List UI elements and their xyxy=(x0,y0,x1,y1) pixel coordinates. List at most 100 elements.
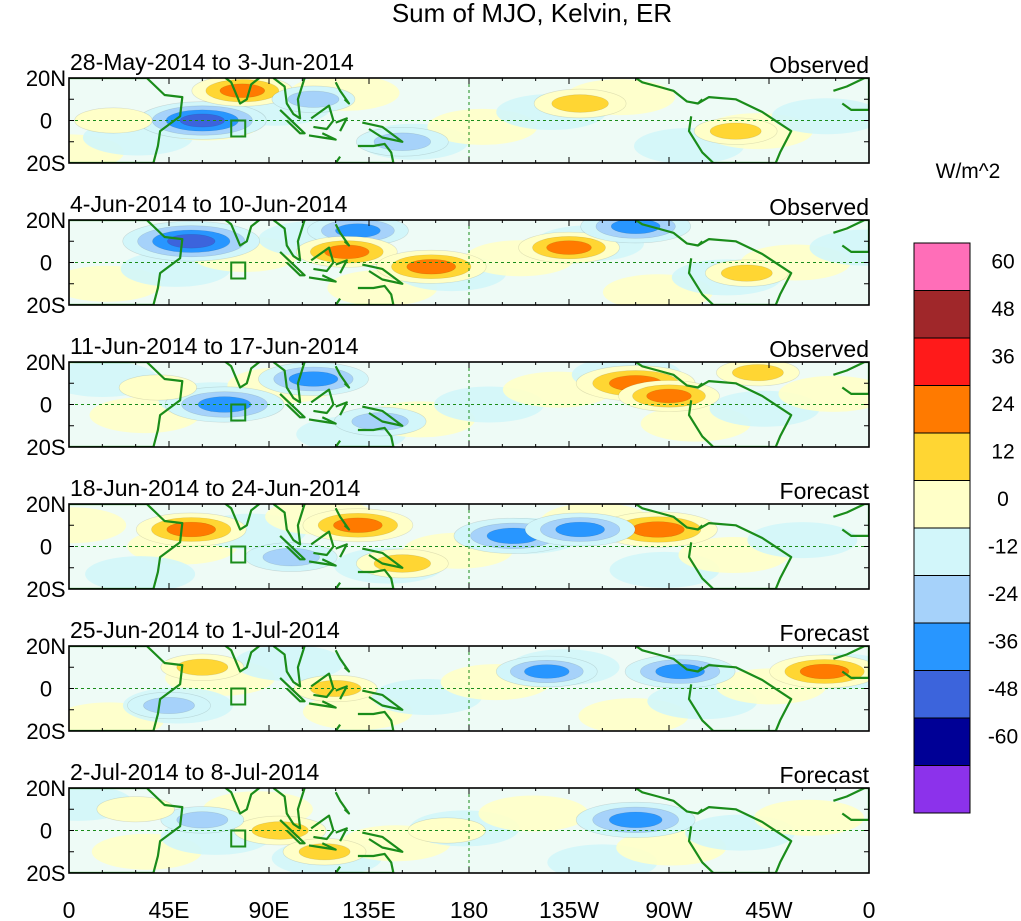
anomaly-feature xyxy=(258,362,369,396)
map-panels: 20N 0 20S 28-May-2014 to 3-Jun-2014 Observed… xyxy=(26,49,870,886)
anomaly-feature xyxy=(118,374,197,401)
anomaly-feature xyxy=(271,85,356,113)
colorbar-label: -12 xyxy=(988,536,1018,559)
y-tick-label: 20N xyxy=(26,66,66,91)
panel-4: 20N 0 20S 18-Jun-2014 to 24-Jun-2014 Forecas… xyxy=(26,475,870,602)
colorbar-swatch xyxy=(913,432,971,481)
colorbar-label: 60 xyxy=(991,251,1014,274)
anomaly-feature xyxy=(624,654,736,689)
y-tick-label: 20S xyxy=(26,577,65,602)
panel-2: 20N 0 20S 4-Jun-2014 to 10-Jun-2014 Observed xyxy=(26,191,870,318)
x-tick-label: 135E xyxy=(342,897,396,921)
colorbar-swatch xyxy=(913,717,971,766)
anomaly-feature xyxy=(96,796,175,823)
x-tick-label: 45W xyxy=(745,897,793,921)
x-tick-label: 135W xyxy=(539,897,599,921)
coastlines xyxy=(69,788,869,873)
panel-date-range: 18-Jun-2014 to 24-Jun-2014 xyxy=(70,475,360,501)
anomaly-feature xyxy=(244,542,338,572)
coastlines xyxy=(69,78,869,163)
anomaly-feature xyxy=(575,801,696,838)
panel-status: Observed xyxy=(769,52,869,78)
colorbar-label: 48 xyxy=(991,298,1014,321)
colorbar-label: -60 xyxy=(988,726,1018,749)
anomaly-feature xyxy=(580,220,691,244)
chart-title: Sum of MJO, Kelvin, ER xyxy=(392,0,672,28)
anomaly-feature xyxy=(160,653,245,681)
x-axis: 0 45E 90E 135E 180 135W 90W 45W 0 xyxy=(63,897,876,921)
y-tick-label: 20S xyxy=(26,151,65,176)
colorbar-swatch xyxy=(913,575,971,624)
anomaly-feature xyxy=(135,512,247,547)
panel-status: Observed xyxy=(769,336,869,362)
colorbar: W/m^2 60 48 36 24 12 0 -12 -24 -36 -48 -60 xyxy=(913,160,1019,814)
y-tick-label: 0 xyxy=(40,677,52,702)
anomaly-feature xyxy=(716,362,800,387)
panel-status: Forecast xyxy=(780,620,870,646)
anomaly-feature xyxy=(295,236,398,268)
y-tick-label: 20N xyxy=(26,492,66,517)
y-tick-label: 0 xyxy=(40,819,52,844)
colorbar-swatch xyxy=(913,242,971,291)
panel-3: 20N 0 20S 11-Jun-2014 to 17-Jun-2014 Observe… xyxy=(26,333,870,460)
coastlines xyxy=(69,362,869,447)
anomaly-feature xyxy=(333,406,427,437)
colorbar-label: 36 xyxy=(991,346,1014,369)
panel-5: 20N 0 20S 25-Jun-2014 to 1-Jul-2014 Forecast xyxy=(26,617,870,744)
colorbar-swatch xyxy=(913,527,971,576)
x-tick-label: 180 xyxy=(450,897,488,921)
coastlines xyxy=(69,220,869,305)
colorbar-label: -24 xyxy=(988,583,1019,606)
x-tick-label: 0 xyxy=(63,897,76,921)
colorbar-swatch xyxy=(913,622,971,671)
y-tick-label: 0 xyxy=(40,393,52,418)
y-tick-label: 20S xyxy=(26,435,65,460)
colorbar-label: 0 xyxy=(997,488,1009,511)
panel-date-range: 2-Jul-2014 to 8-Jul-2014 xyxy=(70,759,320,785)
colorbar-label: 24 xyxy=(991,393,1015,416)
anomaly-feature xyxy=(518,231,620,264)
anomaly-feature xyxy=(769,654,869,689)
anomaly-feature xyxy=(127,691,211,720)
anomaly-feature xyxy=(704,259,789,287)
colorbar-swatch xyxy=(913,765,971,814)
panel-6: 20N 0 20S 2-Jul-2014 to 8-Jul-2014 Forecast xyxy=(26,759,870,886)
coastlines xyxy=(69,646,869,731)
colorbar-label: 12 xyxy=(991,441,1014,464)
panel-status: Forecast xyxy=(780,478,870,504)
anomaly-feature xyxy=(122,221,261,262)
anomaly-feature xyxy=(495,655,598,688)
panel-date-range: 4-Jun-2014 to 10-Jun-2014 xyxy=(70,191,348,217)
units-label: W/m^2 xyxy=(936,160,1001,183)
y-tick-label: 0 xyxy=(40,251,52,276)
panel-1: 20N 0 20S 28-May-2014 to 3-Jun-2014 Observed xyxy=(26,49,870,176)
x-tick-label: 90E xyxy=(249,897,290,921)
anomaly-feature xyxy=(356,548,449,579)
coastlines xyxy=(69,504,869,589)
anomaly-feature xyxy=(302,508,414,543)
panel-date-range: 25-Jun-2014 to 1-Jul-2014 xyxy=(70,617,340,643)
anomaly-feature xyxy=(598,511,718,548)
y-tick-label: 20S xyxy=(26,719,65,744)
anomaly-feature xyxy=(282,838,367,866)
colorbar-swatch xyxy=(913,670,971,719)
x-tick-label: 90W xyxy=(645,897,693,921)
panel-date-range: 11-Jun-2014 to 17-Jun-2014 xyxy=(70,333,359,359)
x-tick-label: 0 xyxy=(863,897,876,921)
panel-status: Observed xyxy=(769,194,869,220)
y-tick-label: 20N xyxy=(26,350,66,375)
y-tick-label: 20N xyxy=(26,208,66,233)
colorbar-label: -48 xyxy=(988,678,1018,701)
x-tick-label: 45E xyxy=(149,897,190,921)
y-tick-label: 20N xyxy=(26,634,66,659)
y-tick-label: 0 xyxy=(40,109,52,134)
anomaly-feature xyxy=(693,117,778,145)
y-tick-label: 20N xyxy=(26,776,66,801)
colorbar-swatch xyxy=(913,290,971,339)
anomaly-feature xyxy=(191,78,294,107)
anomaly-feature xyxy=(524,512,636,547)
y-tick-label: 20S xyxy=(26,293,65,318)
y-tick-label: 0 xyxy=(40,535,52,560)
panel-status: Forecast xyxy=(780,762,870,788)
